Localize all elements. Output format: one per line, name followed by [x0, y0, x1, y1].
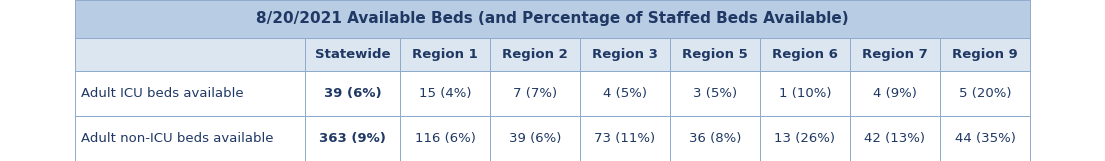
Text: 36 (8%): 36 (8%) — [688, 132, 741, 145]
Text: 1 (10%): 1 (10%) — [779, 87, 831, 100]
Bar — [305, 71, 400, 116]
Text: Region 6: Region 6 — [772, 48, 838, 61]
Text: 4 (9%): 4 (9%) — [873, 87, 917, 100]
Text: Region 7: Region 7 — [862, 48, 928, 61]
Text: 363 (9%): 363 (9%) — [319, 132, 386, 145]
Bar — [760, 116, 850, 161]
Text: Adult ICU beds available: Adult ICU beds available — [81, 87, 243, 100]
Bar — [400, 71, 490, 116]
Text: 15 (4%): 15 (4%) — [419, 87, 471, 100]
Bar — [580, 71, 670, 116]
Bar — [670, 116, 760, 161]
Bar — [940, 71, 1030, 116]
Text: 8/20/2021 Available Beds (and Percentage of Staffed Beds Available): 8/20/2021 Available Beds (and Percentage… — [256, 11, 849, 27]
Bar — [850, 71, 940, 116]
Bar — [75, 0, 1030, 38]
Bar — [670, 38, 760, 71]
Bar — [400, 38, 490, 71]
Bar — [850, 116, 940, 161]
Bar — [850, 38, 940, 71]
Text: 44 (35%): 44 (35%) — [955, 132, 1015, 145]
Bar — [580, 116, 670, 161]
Bar — [580, 38, 670, 71]
Text: Region 2: Region 2 — [502, 48, 568, 61]
Text: 3 (5%): 3 (5%) — [693, 87, 737, 100]
Text: Region 5: Region 5 — [682, 48, 748, 61]
Bar — [490, 38, 580, 71]
Text: 13 (26%): 13 (26%) — [775, 132, 835, 145]
Text: 42 (13%): 42 (13%) — [864, 132, 926, 145]
Bar — [490, 116, 580, 161]
Text: 73 (11%): 73 (11%) — [594, 132, 655, 145]
Text: 39 (6%): 39 (6%) — [324, 87, 381, 100]
Bar — [670, 71, 760, 116]
Text: Adult non-ICU beds available: Adult non-ICU beds available — [81, 132, 274, 145]
Text: 4 (5%): 4 (5%) — [603, 87, 648, 100]
Text: 116 (6%): 116 (6%) — [414, 132, 475, 145]
Text: Region 9: Region 9 — [953, 48, 1018, 61]
Text: Region 1: Region 1 — [412, 48, 477, 61]
Bar — [940, 116, 1030, 161]
Bar — [400, 116, 490, 161]
Text: Statewide: Statewide — [315, 48, 390, 61]
Bar — [75, 38, 305, 71]
Bar — [490, 71, 580, 116]
Bar — [305, 38, 400, 71]
Text: 39 (6%): 39 (6%) — [508, 132, 561, 145]
Text: 5 (20%): 5 (20%) — [959, 87, 1011, 100]
Bar — [305, 116, 400, 161]
Bar — [75, 116, 305, 161]
Bar — [75, 71, 305, 116]
Bar — [760, 38, 850, 71]
Bar — [760, 71, 850, 116]
Text: Region 3: Region 3 — [592, 48, 657, 61]
Bar — [940, 38, 1030, 71]
Text: 7 (7%): 7 (7%) — [513, 87, 557, 100]
